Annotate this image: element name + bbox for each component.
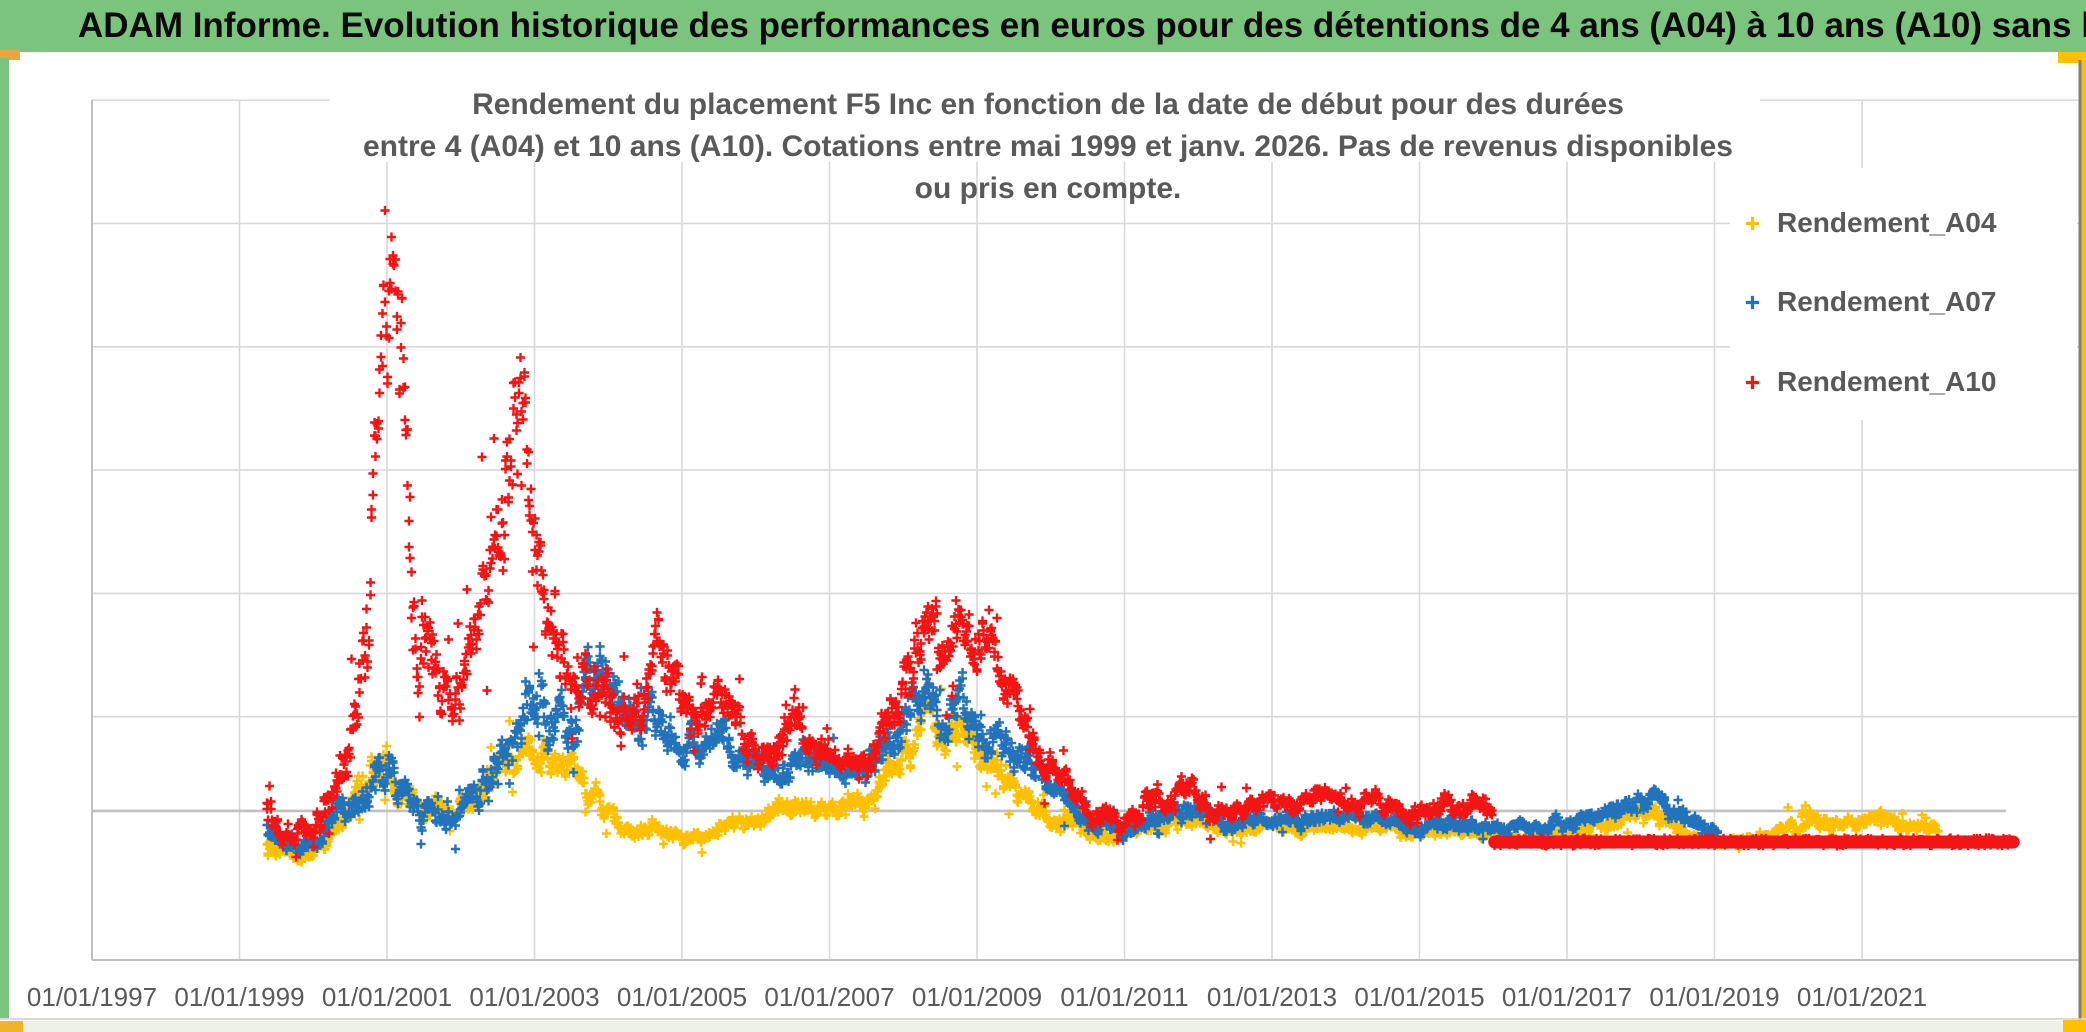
- window-title-bar: ADAM Informe. Evolution historique des p…: [0, 0, 2086, 52]
- scatter-series-Rendement_A07: [262, 641, 1723, 860]
- x-axis-label: 01/01/2001: [321, 982, 453, 1012]
- legend-plus-marker: [1745, 375, 1760, 389]
- x-axis-label: 01/01/2009: [911, 982, 1043, 1012]
- title-background: [330, 70, 1760, 162]
- left-edge-strip: [0, 58, 9, 1020]
- header-separator: [0, 52, 2086, 58]
- x-axis-label: 01/01/2021: [1796, 982, 1928, 1012]
- x-axis-label: 01/01/2007: [764, 982, 895, 1012]
- x-axis-label: 01/01/2003: [469, 982, 600, 1012]
- chart-title-line1: Rendement du placement F5 Inc en fonctio…: [472, 88, 1624, 121]
- corner-accent-top-left: [0, 50, 20, 60]
- legend-label: Rendement_A04: [1777, 207, 1997, 238]
- x-axis-label: 01/01/1999: [174, 982, 305, 1012]
- x-axis-label: 01/01/2005: [616, 982, 748, 1012]
- scatter-series-Rendement_A10: [262, 205, 1497, 862]
- legend-item-Rendement_A07[interactable]: Rendement_A07: [1744, 282, 1996, 322]
- right-edge-strip: [2081, 60, 2086, 1032]
- legend-background: [1730, 168, 2077, 420]
- bottom-edge-strip: [0, 1021, 2086, 1032]
- corner-accent-bottom-right: [2063, 1020, 2086, 1032]
- x-axis-label: 01/01/2015: [1354, 982, 1485, 1012]
- corner-accent-bottom-left: [0, 1021, 23, 1032]
- chart-title-line2: entre 4 (A04) et 10 ans (A10). Cotations…: [363, 130, 1733, 205]
- corner-accent-top-right: [2058, 52, 2086, 63]
- legend-label: Rendement_A07: [1777, 286, 1997, 317]
- x-axis-label: 01/01/2013: [1206, 982, 1338, 1012]
- legend-item-Rendement_A10[interactable]: Rendement_A10: [1744, 362, 1996, 402]
- flat-zero-markers-A10: [1489, 833, 2018, 851]
- legend-item-Rendement_A04[interactable]: Rendement_A04: [1744, 203, 1996, 243]
- x-axis-label: 01/01/2011: [1060, 982, 1189, 1012]
- chart-title: Rendement du placement F5 Inc en fonctio…: [348, 84, 1748, 210]
- legend-plus-marker: [1745, 216, 1760, 230]
- x-axis-label: 01/01/2019: [1649, 982, 1780, 1012]
- legend-plus-marker: [1745, 295, 1760, 309]
- x-axis-label: 01/01/2017: [1501, 982, 1633, 1012]
- legend-label: Rendement_A10: [1777, 366, 1997, 397]
- x-axis-label: 01/01/1997: [26, 982, 158, 1012]
- window-title: ADAM Informe. Evolution historique des p…: [78, 6, 2086, 45]
